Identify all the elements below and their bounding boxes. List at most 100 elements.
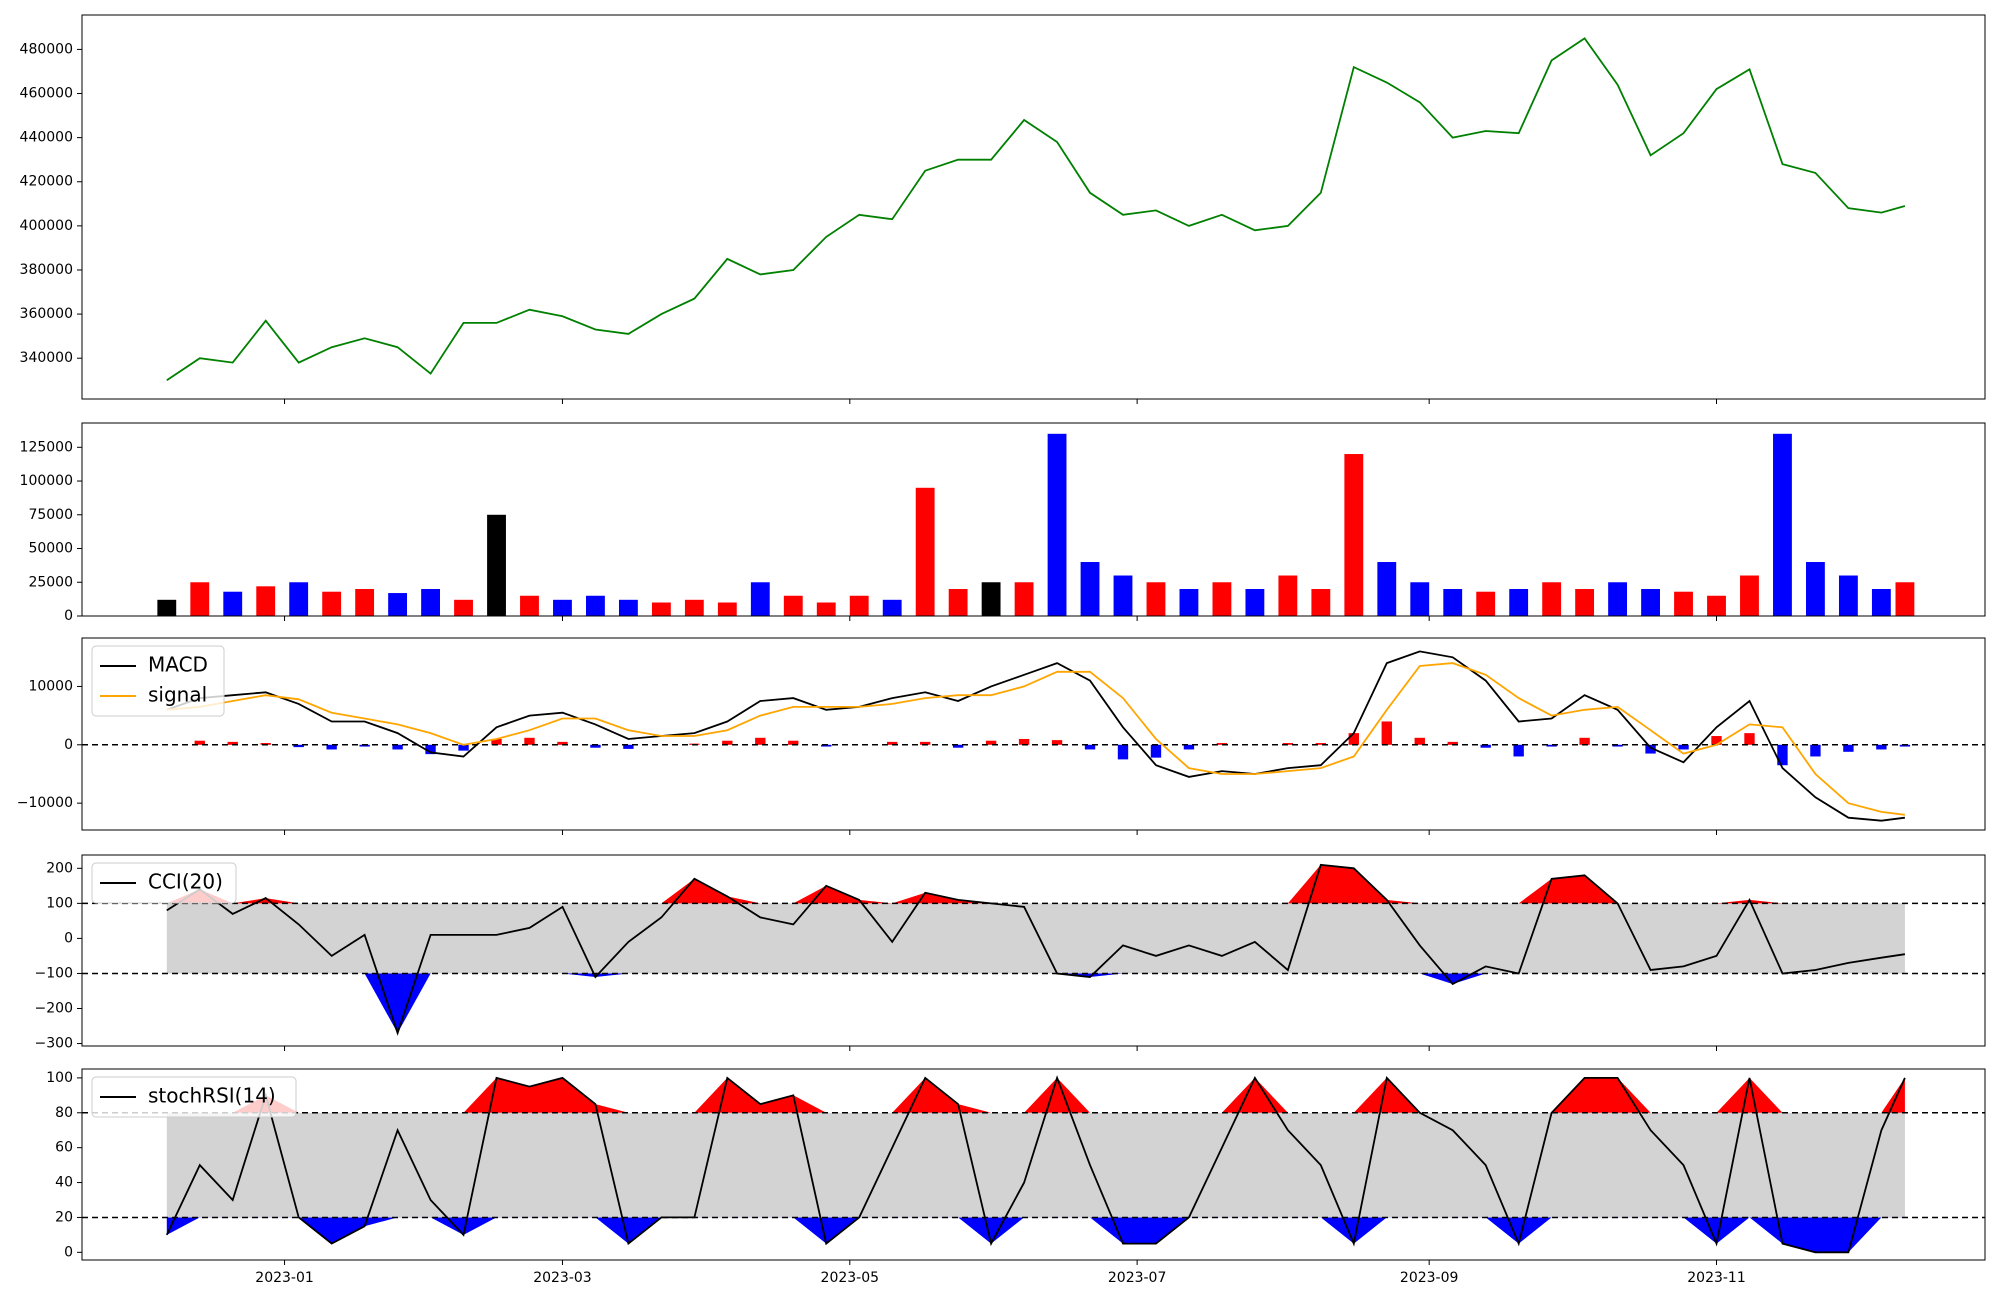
y-tick-label: 75000 [28,507,73,523]
bar [1895,582,1915,616]
y-tick-label: 100000 [20,473,73,489]
bar [788,740,799,745]
bar [1744,733,1755,745]
line [166,650,1906,822]
below-fill [166,1217,1905,1253]
plot-frame [81,854,1986,1047]
bar [289,582,309,616]
bar [256,586,276,616]
bar [293,744,304,748]
bar [1674,591,1693,616]
bar [948,589,968,616]
y-tick-label: 125000 [20,439,73,455]
bar [322,591,342,616]
bar [194,740,205,745]
y-tick-label: 0 [64,608,73,624]
y-tick-label: 200 [46,860,73,876]
bar [392,744,403,750]
bar [421,589,440,616]
bar [887,741,898,745]
bar [553,599,572,616]
y-tick-label: −200 [35,1001,73,1017]
bar [1476,591,1496,616]
y-tick-label: −300 [35,1036,73,1052]
bar [1513,744,1524,757]
y-tick-label: 460000 [20,86,73,102]
bar [1146,582,1166,616]
bar [1447,741,1458,745]
bar [1806,562,1825,616]
bar [1678,744,1689,750]
bar [487,514,506,616]
bar [1179,589,1199,616]
bar [1212,582,1232,616]
bar [750,582,770,616]
above-fill [166,1077,1905,1113]
bar [783,595,803,616]
legend-label: stochRSI(14) [148,1084,276,1108]
bar [919,741,931,745]
y-tick-label: −100 [35,965,73,981]
y-tick-label: 25000 [28,574,73,590]
bar [1707,595,1726,616]
y-tick-label: 0 [64,930,73,946]
bar [223,591,243,616]
y-tick-label: 360000 [20,306,73,322]
line [166,37,1906,382]
bar [190,582,210,616]
line [165,1075,1906,1254]
bar [1876,744,1887,750]
bar [1509,589,1529,616]
y-tick-label: 10000 [28,678,73,694]
y-tick-label: 400000 [20,218,73,234]
bar [1381,721,1392,745]
bar [1843,744,1854,752]
y-tick-label: 100 [46,1070,73,1086]
bar [1575,589,1595,616]
y-tick-label: 480000 [20,41,73,57]
bar [1838,575,1858,616]
bar [722,740,733,745]
bar [1080,562,1100,616]
below-fill [166,973,1905,1033]
y-tick-label: 0 [64,1244,73,1260]
bar [985,740,997,745]
x-tick-label: 2023-07 [1108,1270,1167,1286]
line [166,662,1906,816]
legend-box [91,645,225,717]
y-tick-label: 420000 [20,174,73,190]
y-tick-label: −10000 [17,795,73,811]
bar [491,738,502,745]
bar [1377,562,1397,616]
line [166,863,1906,1036]
bar [1150,744,1162,758]
y-tick-label: 440000 [20,130,73,146]
bar [520,595,539,616]
bar [1777,744,1788,766]
plot-frame [81,14,1986,400]
bar [1311,589,1331,616]
bar [755,737,766,745]
legend-label: CCI(20) [148,870,223,894]
bar [623,744,634,749]
bar [1608,582,1628,616]
bar [1641,589,1660,616]
y-tick-label: 60 [55,1140,73,1156]
bar [849,595,869,616]
plot-frame [81,1068,1986,1261]
bar [882,599,902,616]
x-tick-label: 2023-09 [1400,1270,1459,1286]
y-tick-label: 80 [55,1105,73,1121]
bar [1051,740,1063,745]
bar [1117,744,1129,760]
bar [684,599,704,616]
bar [1018,738,1030,745]
bar [618,599,638,616]
bar [425,744,436,755]
bar [1344,454,1364,616]
bar [1014,582,1034,616]
bar [1414,737,1425,745]
bar [1278,575,1298,616]
bar [1348,733,1359,745]
y-tick-label: 380000 [20,262,73,278]
